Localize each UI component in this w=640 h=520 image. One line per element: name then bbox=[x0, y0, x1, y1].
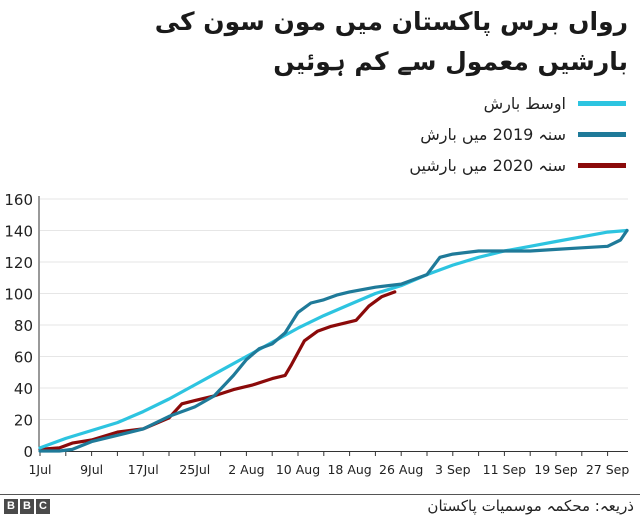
y-axis: 0 20 40 60 80 100 120 140 160 bbox=[4, 191, 40, 461]
x-tick-label: 27 Sep bbox=[586, 462, 630, 477]
y-tick-label: 120 bbox=[4, 254, 33, 272]
x-axis: 1Jul 9Jul 17Jul 25Jul 2 Aug 10 Aug 18 Aug 26 Au… bbox=[28, 451, 629, 477]
legend-label-average: اوسط بارش bbox=[483, 94, 566, 113]
y-tick-label: 40 bbox=[14, 380, 33, 398]
bbc-logo-letter: B bbox=[20, 499, 34, 514]
series-lines bbox=[38, 228, 629, 453]
x-tick-label: 3 Sep bbox=[435, 462, 471, 477]
y-tick-label: 20 bbox=[14, 412, 33, 430]
line-chart: 0 20 40 60 80 100 120 140 160 1Jul 9Jul 17Jul 25Jul… bbox=[4, 191, 629, 477]
x-tick-label: 1Jul bbox=[28, 462, 51, 477]
legend-swatch-average bbox=[578, 101, 626, 106]
y-tick-label: 80 bbox=[14, 317, 33, 335]
x-tick-label: 18 Aug bbox=[327, 462, 371, 477]
gridlines bbox=[40, 198, 628, 420]
series-line-2 bbox=[38, 290, 397, 451]
y-tick-label: 60 bbox=[14, 349, 33, 367]
x-tick-label: 25Jul bbox=[179, 462, 210, 477]
bbc-logo-letter: C bbox=[36, 499, 50, 514]
bbc-logo: B B C bbox=[4, 499, 50, 514]
x-tick-label: 10 Aug bbox=[276, 462, 320, 477]
legend-item-2020: سنہ 2020 میں بارشیں bbox=[409, 150, 626, 181]
series-line-0 bbox=[38, 228, 629, 450]
x-tick-label: 17Jul bbox=[128, 462, 159, 477]
legend-swatch-2020 bbox=[578, 163, 626, 168]
y-tick-label: 160 bbox=[4, 191, 33, 209]
x-tick-label: 2 Aug bbox=[228, 462, 264, 477]
x-tick-label: 9Jul bbox=[80, 462, 103, 477]
footer-divider bbox=[0, 494, 640, 495]
y-tick-label: 100 bbox=[4, 286, 33, 304]
bbc-logo-letter: B bbox=[4, 499, 18, 514]
source-note: ذریعہ: محکمہ موسمیات پاکستان bbox=[427, 497, 634, 515]
x-tick-label: 19 Sep bbox=[534, 462, 578, 477]
x-tick-label: 11 Sep bbox=[483, 462, 527, 477]
y-tick-label: 0 bbox=[23, 443, 33, 461]
legend: اوسط بارش سنہ 2019 میں بارش سنہ 2020 میں… bbox=[409, 88, 626, 181]
y-tick-label: 140 bbox=[4, 223, 33, 241]
legend-item-2019: سنہ 2019 میں بارش bbox=[409, 119, 626, 150]
chart-title: رواں برس پاکستان میں مون سون کی بارشیں م… bbox=[154, 7, 628, 76]
legend-swatch-2019 bbox=[578, 132, 626, 137]
legend-item-average: اوسط بارش bbox=[409, 88, 626, 119]
legend-label-2019: سنہ 2019 میں بارش bbox=[420, 125, 566, 144]
series-line-1 bbox=[38, 228, 629, 453]
x-tick-label: 26 Aug bbox=[379, 462, 423, 477]
legend-label-2020: سنہ 2020 میں بارشیں bbox=[409, 156, 566, 175]
